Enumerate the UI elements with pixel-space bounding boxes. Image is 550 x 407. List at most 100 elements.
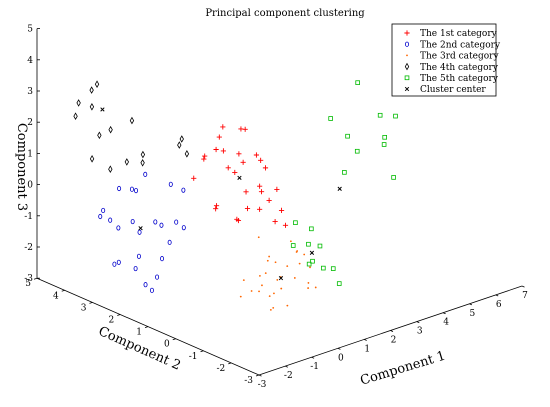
data-point bbox=[293, 220, 298, 226]
data-point bbox=[278, 207, 285, 214]
x-tick-label: 7 bbox=[522, 291, 528, 301]
z-tick-label: 4 bbox=[27, 56, 33, 66]
data-point bbox=[243, 189, 249, 195]
z-tick-label: 0 bbox=[27, 181, 33, 191]
data-point bbox=[273, 292, 275, 295]
data-point bbox=[258, 189, 265, 195]
y-tick-label: 0 bbox=[164, 340, 170, 350]
data-point bbox=[112, 261, 117, 267]
x-tick-mark bbox=[521, 285, 525, 288]
data-point bbox=[317, 243, 323, 249]
data-point bbox=[266, 259, 269, 262]
legend-label: The 3rd category bbox=[420, 52, 499, 62]
series-1 bbox=[191, 124, 289, 228]
y-tick-mark bbox=[228, 362, 232, 365]
x-tick-mark bbox=[258, 374, 262, 377]
data-point bbox=[381, 142, 387, 147]
data-point bbox=[274, 186, 280, 192]
data-point bbox=[137, 229, 142, 235]
legend-marker bbox=[404, 41, 409, 47]
x-tick-label: -2 bbox=[284, 371, 293, 381]
legend-label: The 5th category bbox=[420, 74, 499, 84]
data-point bbox=[76, 99, 81, 107]
legend-entry: Cluster center bbox=[404, 85, 486, 95]
data-point bbox=[242, 279, 245, 282]
data-point bbox=[321, 265, 326, 271]
data-point bbox=[330, 266, 336, 271]
y-tick-label: 2 bbox=[109, 316, 115, 326]
data-point bbox=[309, 226, 314, 232]
data-point bbox=[94, 80, 100, 89]
data-point bbox=[303, 253, 306, 256]
data-point bbox=[280, 287, 283, 290]
data-point bbox=[257, 206, 263, 212]
chart-title: Principal component clustering bbox=[205, 8, 365, 19]
z-tick-label: 3 bbox=[27, 87, 33, 97]
data-point bbox=[89, 86, 94, 94]
series-6 bbox=[100, 107, 342, 281]
data-point bbox=[108, 125, 113, 134]
z-tick-label: 2 bbox=[27, 118, 33, 128]
data-point bbox=[168, 181, 173, 187]
z-tick-label: 5 bbox=[27, 25, 33, 35]
data-point bbox=[307, 282, 310, 284]
data-point bbox=[181, 225, 186, 231]
data-point bbox=[108, 217, 113, 223]
x-tick-label: 3 bbox=[417, 327, 423, 337]
data-point bbox=[225, 165, 231, 171]
y-tick-mark bbox=[33, 277, 38, 280]
data-point bbox=[289, 240, 292, 243]
data-point bbox=[73, 112, 78, 121]
data-point bbox=[136, 253, 141, 259]
legend-label: The 4th category bbox=[420, 63, 499, 73]
data-point bbox=[258, 290, 260, 293]
data-point bbox=[268, 295, 271, 298]
x-tick-label: -1 bbox=[310, 362, 319, 372]
y-tick-label: -2 bbox=[216, 364, 225, 374]
legend-entry: The 3rd category bbox=[406, 52, 499, 62]
x-tick-label: 2 bbox=[391, 336, 397, 346]
x-tick-mark bbox=[495, 294, 499, 297]
data-point bbox=[133, 265, 138, 272]
data-point bbox=[124, 158, 129, 166]
z-axis-label: Component 3 bbox=[14, 123, 29, 211]
data-point bbox=[262, 165, 269, 171]
legend-marker bbox=[404, 75, 410, 81]
data-point bbox=[261, 284, 263, 287]
data-point bbox=[328, 116, 333, 121]
data-point bbox=[258, 157, 264, 163]
data-point bbox=[234, 216, 240, 222]
data-point bbox=[240, 159, 246, 165]
x-tick-mark bbox=[416, 321, 420, 324]
data-point bbox=[177, 141, 182, 149]
y-tick-label: 4 bbox=[53, 291, 59, 301]
data-point bbox=[282, 222, 289, 228]
data-point bbox=[108, 165, 113, 174]
data-point bbox=[129, 186, 134, 192]
data-point bbox=[272, 219, 278, 225]
data-point bbox=[236, 151, 242, 157]
data-point bbox=[98, 213, 103, 220]
legend-marker bbox=[404, 62, 410, 71]
x-tick-mark bbox=[364, 339, 367, 341]
x-tick-label: 1 bbox=[364, 344, 370, 354]
data-point bbox=[130, 218, 135, 225]
data-point bbox=[295, 251, 298, 253]
legend-box bbox=[391, 23, 497, 97]
data-point bbox=[306, 241, 311, 247]
legend-label: The 2nd category bbox=[420, 40, 501, 50]
data-point bbox=[286, 265, 289, 267]
y-tick-mark bbox=[61, 289, 65, 292]
data-point bbox=[174, 219, 179, 225]
data-point bbox=[253, 152, 260, 158]
data-point bbox=[307, 287, 310, 289]
data-point bbox=[179, 135, 184, 143]
x-tick-label: 0 bbox=[338, 353, 344, 363]
data-point bbox=[286, 304, 289, 307]
series-3 bbox=[239, 236, 317, 311]
data-point bbox=[257, 236, 260, 239]
data-point bbox=[298, 262, 301, 265]
data-point bbox=[239, 295, 242, 298]
legend-label: Cluster center bbox=[420, 85, 486, 95]
